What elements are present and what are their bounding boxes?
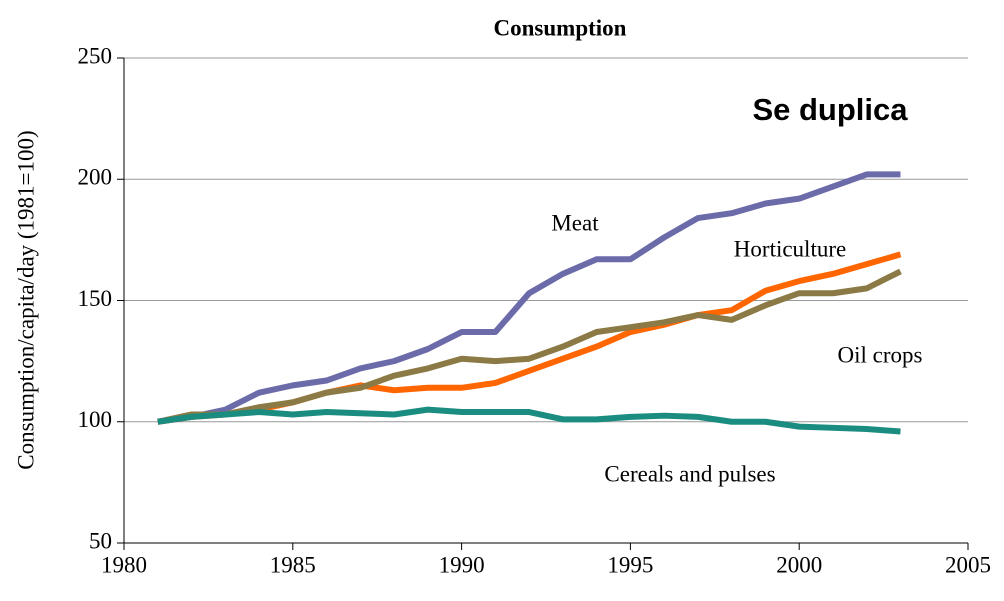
y-tick-label: 150 xyxy=(78,286,113,311)
x-tick-label: 1995 xyxy=(607,552,653,577)
series-label: Oil crops xyxy=(838,342,923,367)
y-tick-label: 100 xyxy=(78,407,113,432)
series-label: Meat xyxy=(551,210,599,235)
x-tick-label: 1990 xyxy=(439,552,485,577)
x-tick-label: 1980 xyxy=(101,552,147,577)
series-line xyxy=(157,406,901,435)
y-axis-label: Consumption/capita/day (1981=100) xyxy=(13,130,38,469)
series-line xyxy=(157,268,902,425)
series-line xyxy=(157,171,901,425)
chart-title: Consumption xyxy=(494,15,627,40)
series-line xyxy=(157,251,902,425)
y-tick-label: 250 xyxy=(78,43,113,68)
series-label: Horticulture xyxy=(734,236,846,261)
x-tick-label: 1985 xyxy=(270,552,316,577)
x-tick-label: 2005 xyxy=(945,552,991,577)
y-tick-label: 200 xyxy=(78,165,113,190)
annotation: Se duplica xyxy=(752,92,908,127)
series-label: Cereals and pulses xyxy=(604,461,775,486)
x-tick-label: 2000 xyxy=(776,552,822,577)
y-tick-label: 50 xyxy=(89,528,112,553)
